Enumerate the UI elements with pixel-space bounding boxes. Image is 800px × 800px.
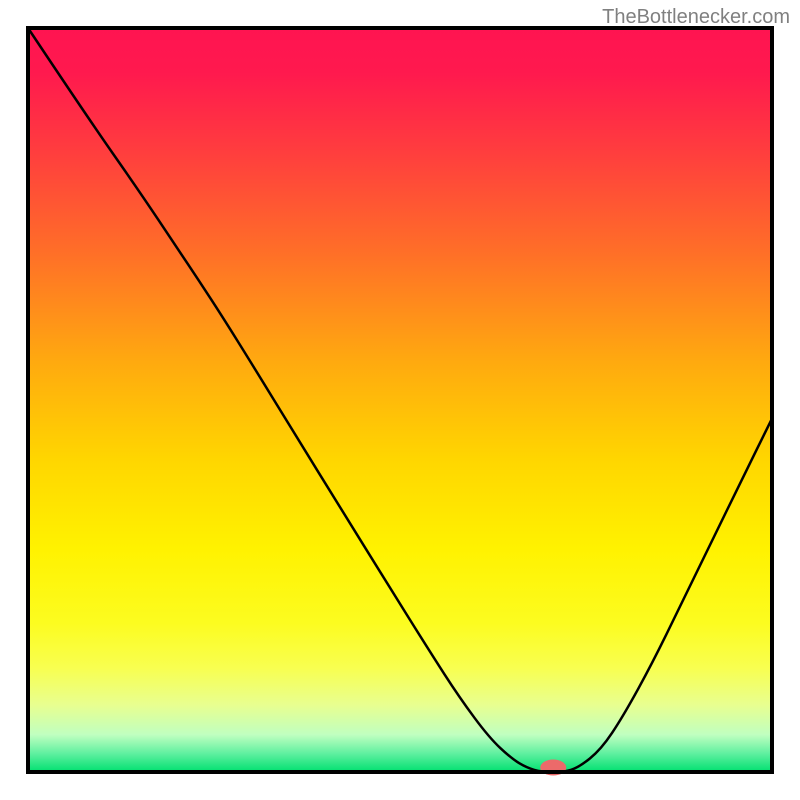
attribution-caption: TheBottlenecker.com: [602, 6, 790, 29]
chart-svg: [0, 0, 800, 800]
bottleneck-chart: TheBottlenecker.com: [0, 0, 800, 800]
chart-plot-area: [28, 28, 772, 772]
